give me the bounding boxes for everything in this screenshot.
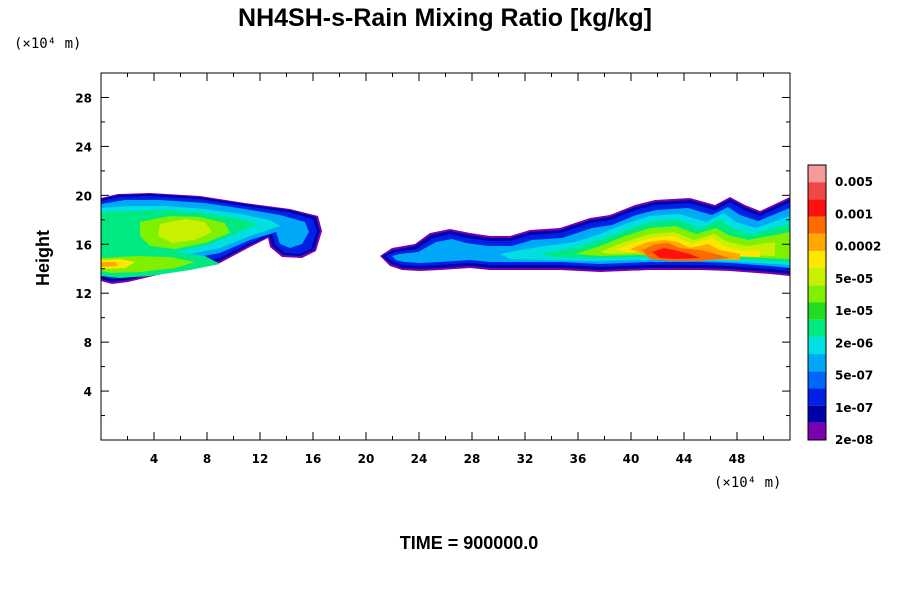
x-tick-label: 12 [252,452,269,466]
colorbar-swatch [808,354,826,372]
colorbar-label: 2e-06 [835,336,873,350]
x-unit-label: (×10⁴ m) [714,475,781,491]
x-tick-label: 20 [358,452,375,466]
colorbar: 0.005 0.001 0.0002 5e-05 1e-05 2e-06 5e-07 1e-0… [807,164,881,447]
chart-title: NH4SH-s-Rain Mixing Ratio [kg/kg] [238,4,652,32]
x-tick-label: 24 [411,452,428,466]
colorbar-swatch [808,250,826,269]
colorbar-swatch [808,371,826,389]
x-tick-label: 40 [623,452,640,466]
colorbar-swatch [808,216,826,234]
colorbar-label: 1e-05 [835,304,873,318]
y-axis-ticks: 4 8 12 16 20 24 28 [75,91,790,417]
y-tick-label: 24 [75,140,92,154]
colorbar-swatch [808,336,826,355]
colorbar-swatch [808,268,826,286]
colorbar-label: 1e-07 [835,401,873,415]
y-tick-label: 16 [75,238,92,252]
colorbar-label: 5e-07 [835,369,873,383]
x-tick-label: 32 [517,452,534,466]
x-tick-label: 36 [570,452,587,466]
colorbar-frame [807,164,827,441]
mixing-ratio-field [101,193,790,284]
field-band-yellowgreen [158,219,212,243]
x-tick-label: 8 [203,452,211,466]
y-tick-label: 8 [84,336,92,350]
y-axis-label: Height [33,230,53,286]
x-tick-label: 48 [729,452,746,466]
colorbar-swatch [808,285,826,303]
x-tick-label: 4 [150,452,158,466]
y-tick-label: 28 [75,91,92,105]
colorbar-swatch [808,165,826,183]
x-tick-label: 28 [464,452,481,466]
colorbar-swatch [808,319,826,337]
colorbar-label: 0.001 [835,207,873,221]
colorbar-swatch [808,405,826,423]
colorbar-swatch [808,199,826,217]
y-tick-label: 4 [84,385,92,399]
colorbar-label: 0.0002 [835,240,881,254]
field-band-orange-low [101,262,118,267]
colorbar-swatch [808,233,826,251]
y-tick-label: 20 [75,189,92,203]
colorbar-label: 0.005 [835,175,873,189]
colorbar-swatch [808,422,826,440]
colorbar-swatch [808,302,826,320]
field-band-red-r [652,248,700,259]
colorbar-swatch [808,182,826,200]
colorbar-label: 5e-05 [835,272,873,286]
x-axis-ticks: 4 8 12 16 20 24 28 32 36 40 44 48 [127,73,764,466]
colorbar-label: 2e-08 [835,433,873,447]
time-label: TIME = 900000.0 [400,533,539,553]
y-tick-label: 12 [75,287,92,301]
colorbar-swatch [808,388,826,406]
x-tick-label: 44 [676,452,693,466]
x-tick-label: 16 [305,452,322,466]
y-unit-label: (×10⁴ m) [14,36,81,52]
